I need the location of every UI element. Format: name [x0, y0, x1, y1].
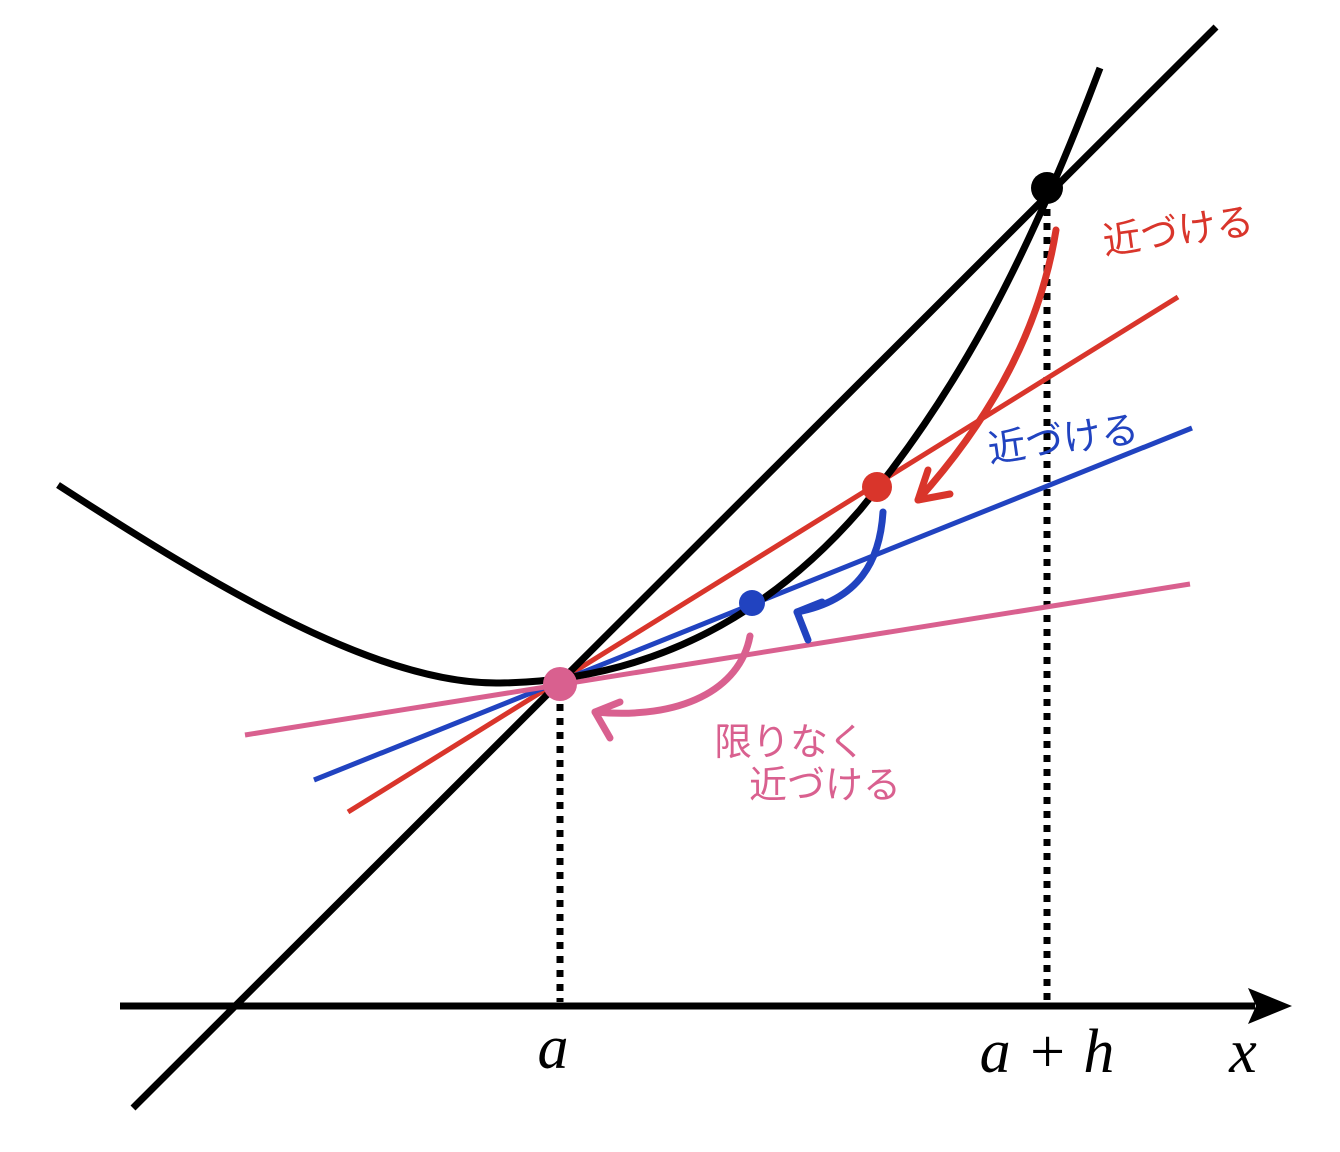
point-red	[862, 472, 892, 502]
label-a: a	[538, 1014, 569, 1082]
red-arrowhead	[914, 466, 954, 504]
curve	[56, 66, 1104, 687]
annotation-pink-2: 近づける	[749, 763, 901, 807]
annotation-pink-1: 限りなく	[714, 720, 866, 764]
pink-arrowhead	[591, 698, 624, 742]
pink-tangent	[244, 581, 1191, 738]
red-arrow	[914, 226, 1060, 504]
annotation-blue: 近づける	[985, 407, 1142, 472]
blue-arrowhead	[793, 598, 826, 644]
red-secant	[346, 294, 1180, 815]
pink-arrow	[591, 632, 754, 717]
label-a-plus-h: a + h	[980, 1018, 1115, 1086]
secant	[130, 24, 1219, 1111]
point-blue	[739, 590, 765, 616]
x-axis-arrow	[1248, 988, 1292, 1024]
label-x: x	[1228, 1018, 1257, 1086]
annotation-red: 近づける	[1100, 199, 1257, 264]
point-a	[543, 667, 577, 701]
point-a-plus-h	[1031, 172, 1063, 204]
